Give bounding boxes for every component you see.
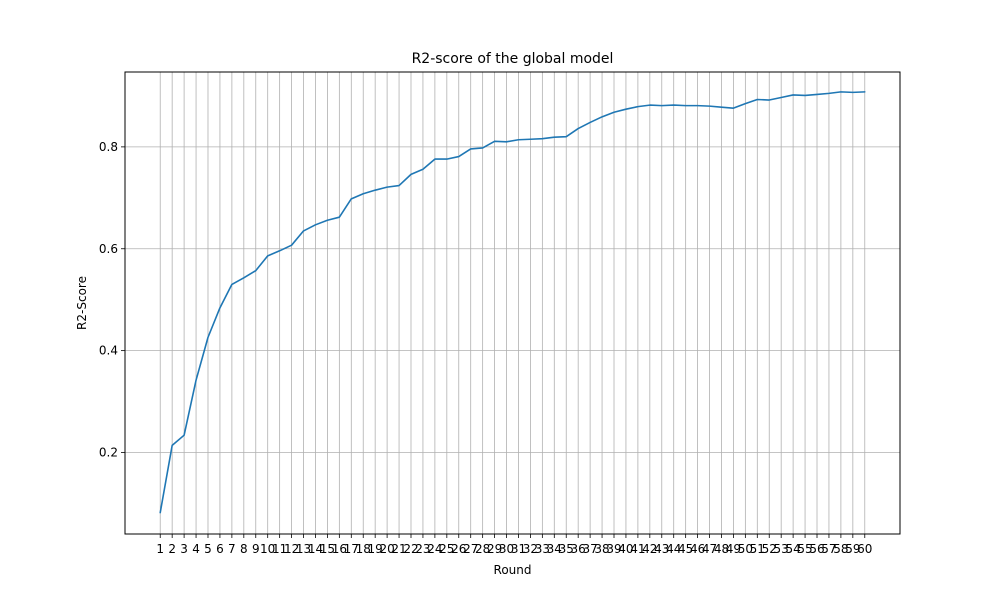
x-tick-label: 46 <box>690 542 705 556</box>
x-tick-label: 23 <box>415 542 430 556</box>
x-tick-label: 18 <box>356 542 371 556</box>
x-tick-label: 8 <box>240 542 248 556</box>
y-tick-label: 0.2 <box>99 446 118 460</box>
x-tick-label: 32 <box>523 542 538 556</box>
x-tick-label: 41 <box>630 542 645 556</box>
x-tick-label: 13 <box>296 542 311 556</box>
x-tick-label: 44 <box>666 542 681 556</box>
x-tick-label: 11 <box>272 542 287 556</box>
x-tick-label: 30 <box>499 542 514 556</box>
series-line <box>159 91 866 514</box>
x-tick-label: 26 <box>451 542 466 556</box>
x-tick-label: 40 <box>618 542 633 556</box>
y-axis-label: R2-Score <box>75 276 89 330</box>
x-tick-label: 6 <box>216 542 224 556</box>
x-tick-label: 14 <box>308 542 323 556</box>
x-tick-label: 51 <box>750 542 765 556</box>
x-tick-label: 29 <box>487 542 502 556</box>
y-tick-label: 0.4 <box>99 344 118 358</box>
x-tick-label: 37 <box>582 542 597 556</box>
x-tick-label: 21 <box>391 542 406 556</box>
x-tick-label: 25 <box>439 542 454 556</box>
y-tick-label: 0.6 <box>99 242 118 256</box>
x-tick-label: 9 <box>252 542 260 556</box>
x-tick-label: 36 <box>571 542 586 556</box>
x-tick-label: 43 <box>654 542 669 556</box>
x-tick-label: 55 <box>797 542 812 556</box>
chart-title: R2-score of the global model <box>412 51 614 67</box>
x-tick-label: 34 <box>547 542 562 556</box>
x-tick-label: 57 <box>821 542 836 556</box>
x-tick-label: 54 <box>785 542 800 556</box>
x-tick-label: 28 <box>475 542 490 556</box>
x-tick-label: 47 <box>702 542 717 556</box>
x-tick-label: 12 <box>284 542 299 556</box>
x-tick-label: 15 <box>320 542 335 556</box>
x-tick-label: 19 <box>368 542 383 556</box>
x-tick-label: 48 <box>714 542 729 556</box>
x-tick-label: 42 <box>642 542 657 556</box>
x-tick-label: 10 <box>260 542 275 556</box>
x-axis-label: Round <box>494 563 532 577</box>
x-tick-label: 50 <box>738 542 753 556</box>
x-tick-label: 7 <box>228 542 236 556</box>
x-tick-label: 39 <box>606 542 621 556</box>
x-tick-label: 60 <box>857 542 872 556</box>
ticks: 1 2 3 4 5 6 7 8 9 1011121314151617181920212223242… <box>99 140 873 556</box>
x-tick-label: 53 <box>774 542 789 556</box>
plot-frame <box>124 71 901 535</box>
x-tick-label: 5 <box>204 542 212 556</box>
x-tick-label: 52 <box>762 542 777 556</box>
x-tick-label: 27 <box>463 542 478 556</box>
x-tick-label: 1 <box>156 542 164 556</box>
x-tick-label: 22 <box>403 542 418 556</box>
y-tick-label: 0.8 <box>99 140 118 154</box>
x-tick-label: 56 <box>809 542 824 556</box>
x-tick-label: 17 <box>344 542 359 556</box>
series-layer <box>159 91 866 514</box>
x-tick-label: 4 <box>192 542 200 556</box>
x-tick-label: 3 <box>180 542 188 556</box>
x-tick-label: 38 <box>594 542 609 556</box>
x-tick-label: 59 <box>845 542 860 556</box>
x-tick-label: 49 <box>726 542 741 556</box>
x-tick-label: 35 <box>559 542 574 556</box>
x-tick-label: 24 <box>427 542 442 556</box>
x-tick-label: 33 <box>535 542 550 556</box>
x-tick-label: 2 <box>168 542 176 556</box>
grid <box>125 72 900 534</box>
x-tick-label: 58 <box>833 542 848 556</box>
x-tick-label: 20 <box>379 542 394 556</box>
x-tick-label: 16 <box>332 542 347 556</box>
x-tick-label: 31 <box>511 542 526 556</box>
x-tick-label: 45 <box>678 542 693 556</box>
